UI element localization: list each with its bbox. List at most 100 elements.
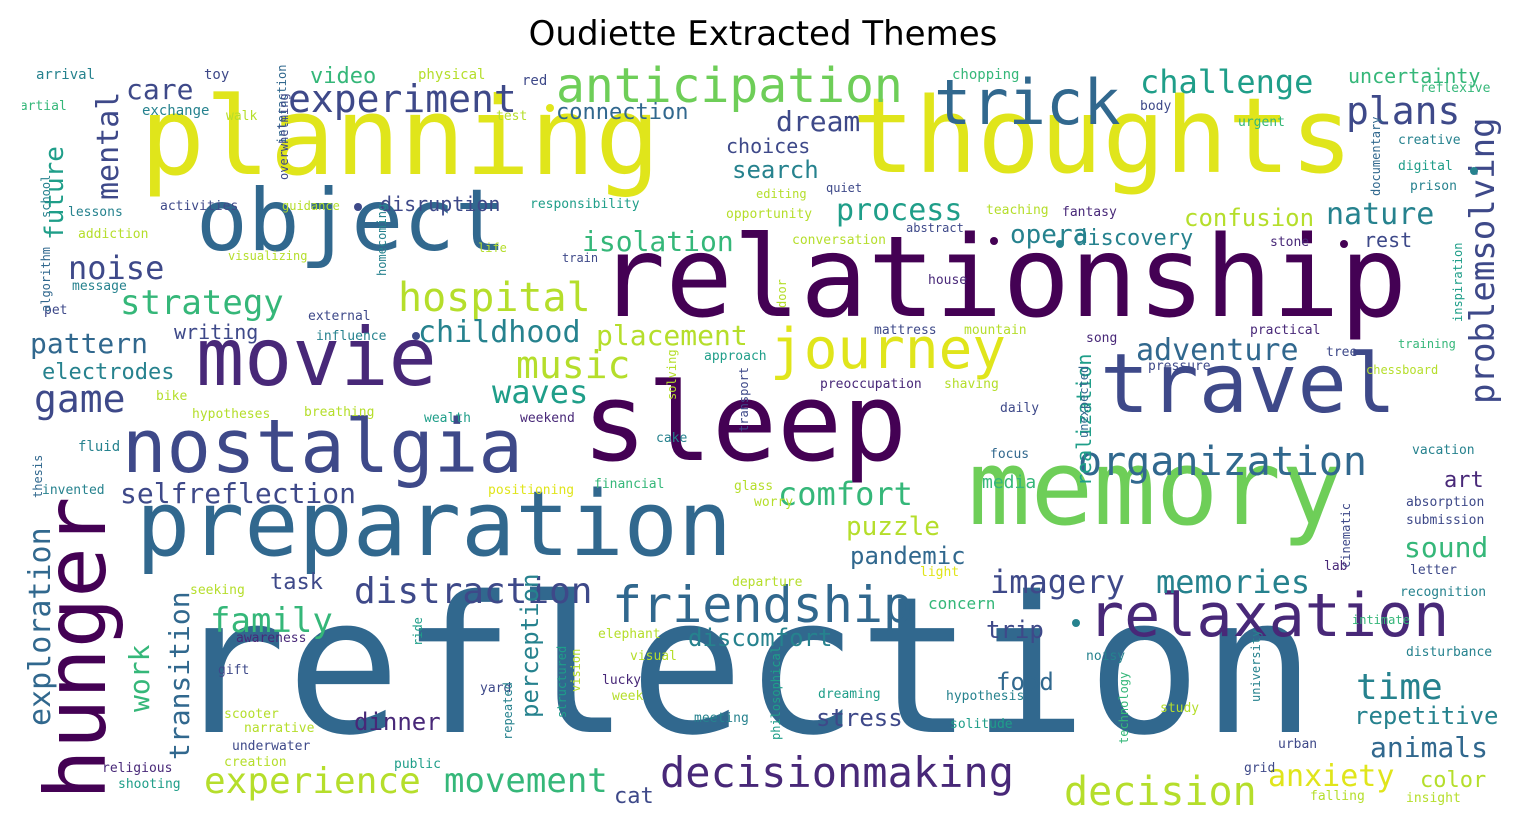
cloud-word-urgent: urgent	[1238, 115, 1285, 130]
cloud-word-stress: stress	[816, 704, 903, 732]
cloud-word-solitude: solitude	[950, 717, 1013, 732]
cloud-word-visual: visual	[630, 649, 677, 664]
cloud-word-departure: departure	[732, 575, 803, 590]
cloud-word-experience: experience	[204, 761, 421, 802]
cloud-word-creation: creation	[224, 755, 287, 770]
cloud-word-elephant: elephant	[598, 627, 661, 642]
cloud-word-toy: toy	[204, 67, 230, 83]
cloud-word-color: color	[1420, 768, 1487, 793]
cloud-word-recognition: recognition	[1400, 585, 1487, 600]
cloud-word-preoccupation: preoccupation	[820, 377, 922, 392]
cloud-word-life: life	[478, 241, 507, 255]
cloud-word-urban: urban	[1278, 737, 1318, 752]
cloud-word-relaxation: relaxation	[1088, 581, 1450, 651]
cloud-word-arrival: arrival	[36, 67, 96, 83]
cloud-word-waves: waves	[492, 373, 589, 411]
cloud-dot	[990, 237, 998, 245]
word-cloud: reflection sleep relationship planning thoug…	[22, 62, 1504, 810]
cloud-word-inspiration: inspiration	[1451, 242, 1465, 322]
cloud-word-visualizing: visualizing	[228, 249, 308, 263]
cloud-dot	[546, 104, 554, 112]
cloud-word-ride: ride	[411, 617, 425, 646]
cloud-word-pressure: pressure	[1148, 359, 1211, 374]
cloud-word-decision: decision	[1064, 769, 1257, 810]
cloud-word-song: song	[1086, 331, 1118, 346]
cloud-word-reflexive: reflexive	[1420, 81, 1491, 96]
cloud-word-absorption: absorption	[1406, 495, 1485, 510]
cloud-word-walk: walk	[226, 109, 258, 124]
cloud-word-process: process	[836, 193, 963, 228]
cloud-word-pattern: pattern	[30, 327, 149, 360]
cloud-word-noisy: noisy	[1086, 649, 1126, 664]
cloud-word-technology: technology	[1117, 671, 1131, 744]
cloud-word-lucky: lucky	[602, 673, 642, 688]
cloud-word-meeting: meeting	[694, 711, 749, 726]
cloud-word-religious: religious	[102, 761, 173, 776]
cloud-word-awareness: awareness	[236, 631, 307, 646]
cloud-dot	[1340, 240, 1348, 248]
cloud-dot	[1072, 619, 1080, 627]
cloud-word-prison: prison	[1410, 179, 1457, 194]
cloud-word-practical: practical	[1250, 323, 1321, 338]
cloud-word-external: external	[308, 309, 371, 324]
cloud-word-week: week	[612, 689, 644, 704]
cloud-word-mountain: mountain	[964, 323, 1027, 338]
cloud-word-opera: opera	[1010, 220, 1089, 250]
cloud-word-problemsolving: problemsolving	[1463, 117, 1503, 404]
cloud-word-planning: planning	[140, 75, 661, 200]
cloud-word-message: message	[72, 279, 127, 294]
cloud-word-hypotheses: hypotheses	[192, 407, 271, 422]
cloud-word-gift: gift	[218, 663, 250, 678]
cloud-word-discovery: discovery	[1074, 226, 1194, 251]
cloud-word-time: time	[1356, 667, 1443, 708]
cloud-word-organization: organization	[1078, 439, 1367, 485]
cloud-word-seeking: seeking	[190, 583, 245, 598]
cloud-word-trick: trick	[934, 66, 1121, 139]
cloud-word-narrative: narrative	[244, 721, 315, 736]
cloud-word-game: game	[34, 377, 126, 421]
cloud-word-isolation: isolation	[582, 225, 734, 258]
cloud-word-pandemic: pandemic	[850, 542, 966, 570]
cloud-word-worry: worry	[754, 495, 794, 510]
cloud-word-daily: daily	[1000, 401, 1040, 416]
cloud-word-connection: connection	[556, 100, 689, 125]
cloud-word-underwater: underwater	[232, 739, 311, 754]
cloud-word-lab: lab	[1324, 559, 1348, 574]
cloud-word-insight: insight	[1406, 791, 1461, 806]
cloud-word-chopping: chopping	[952, 67, 1020, 83]
cloud-word-trip: trip	[986, 616, 1044, 644]
cloud-word-glass: glass	[734, 479, 774, 494]
cloud-dot	[354, 203, 362, 211]
cloud-word-hospital: hospital	[398, 275, 591, 321]
cloud-word-dream: dream	[776, 105, 861, 138]
cloud-word-movement: movement	[444, 761, 608, 801]
cloud-word-digital: digital	[1398, 159, 1453, 174]
cloud-word-preparation: preparation	[136, 472, 733, 577]
cloud-word-homecoming: homecoming	[375, 203, 389, 276]
cloud-word-music: music	[516, 343, 631, 387]
cloud-word-shaving: shaving	[944, 377, 999, 392]
cloud-word-body: body	[1140, 99, 1172, 114]
cloud-word-tree: tree	[1326, 345, 1358, 360]
cloud-word-philosophical: philosophical	[769, 646, 783, 740]
cloud-word-care: care	[126, 73, 194, 106]
cloud-dot	[1056, 240, 1064, 248]
cloud-word-disruption: disruption	[380, 192, 501, 216]
cloud-word-financial: financial	[594, 477, 665, 492]
cloud-word-intimate: intimate	[1352, 613, 1410, 627]
cloud-word-structured: structured	[555, 645, 569, 718]
cloud-word-repetitive: repetitive	[1354, 702, 1499, 730]
cloud-word-unexpected: unexpected	[1077, 365, 1091, 438]
cloud-word-challenge: challenge	[1140, 63, 1314, 101]
cloud-word-transition: transition	[163, 591, 196, 760]
cloud-word-cake: cake	[656, 431, 688, 446]
cloud-word-distraction: distraction	[354, 571, 593, 612]
cloud-word-nostalgia: nostalgia	[122, 404, 523, 490]
cloud-word-martial: martial	[22, 99, 67, 114]
cloud-word-letter: letter	[1410, 563, 1457, 578]
cloud-word-imagery: imagery	[990, 563, 1125, 601]
cloud-word-video: video	[310, 64, 377, 89]
cloud-word-selfreflection: selfreflection	[120, 477, 357, 510]
cloud-word-movie: movie	[196, 311, 437, 404]
cloud-word-approach: approach	[704, 349, 767, 364]
